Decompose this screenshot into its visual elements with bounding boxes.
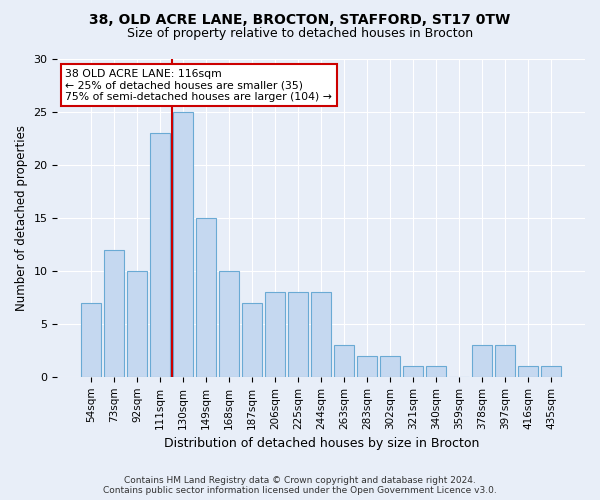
Bar bbox=[334, 345, 354, 377]
Text: Contains HM Land Registry data © Crown copyright and database right 2024.
Contai: Contains HM Land Registry data © Crown c… bbox=[103, 476, 497, 495]
Bar bbox=[104, 250, 124, 377]
Bar bbox=[472, 345, 492, 377]
Bar bbox=[265, 292, 285, 377]
Bar bbox=[380, 356, 400, 377]
X-axis label: Distribution of detached houses by size in Brocton: Distribution of detached houses by size … bbox=[164, 437, 479, 450]
Bar bbox=[151, 133, 170, 377]
Bar bbox=[82, 302, 101, 377]
Text: 38 OLD ACRE LANE: 116sqm
← 25% of detached houses are smaller (35)
75% of semi-d: 38 OLD ACRE LANE: 116sqm ← 25% of detach… bbox=[65, 68, 332, 102]
Bar bbox=[242, 302, 262, 377]
Bar bbox=[127, 271, 147, 377]
Bar bbox=[403, 366, 423, 377]
Bar bbox=[358, 356, 377, 377]
Bar bbox=[220, 271, 239, 377]
Bar bbox=[496, 345, 515, 377]
Bar bbox=[518, 366, 538, 377]
Bar bbox=[541, 366, 561, 377]
Y-axis label: Number of detached properties: Number of detached properties bbox=[15, 125, 28, 311]
Bar bbox=[196, 218, 216, 377]
Text: 38, OLD ACRE LANE, BROCTON, STAFFORD, ST17 0TW: 38, OLD ACRE LANE, BROCTON, STAFFORD, ST… bbox=[89, 12, 511, 26]
Bar bbox=[289, 292, 308, 377]
Text: Size of property relative to detached houses in Brocton: Size of property relative to detached ho… bbox=[127, 28, 473, 40]
Bar bbox=[427, 366, 446, 377]
Bar bbox=[311, 292, 331, 377]
Bar bbox=[173, 112, 193, 377]
